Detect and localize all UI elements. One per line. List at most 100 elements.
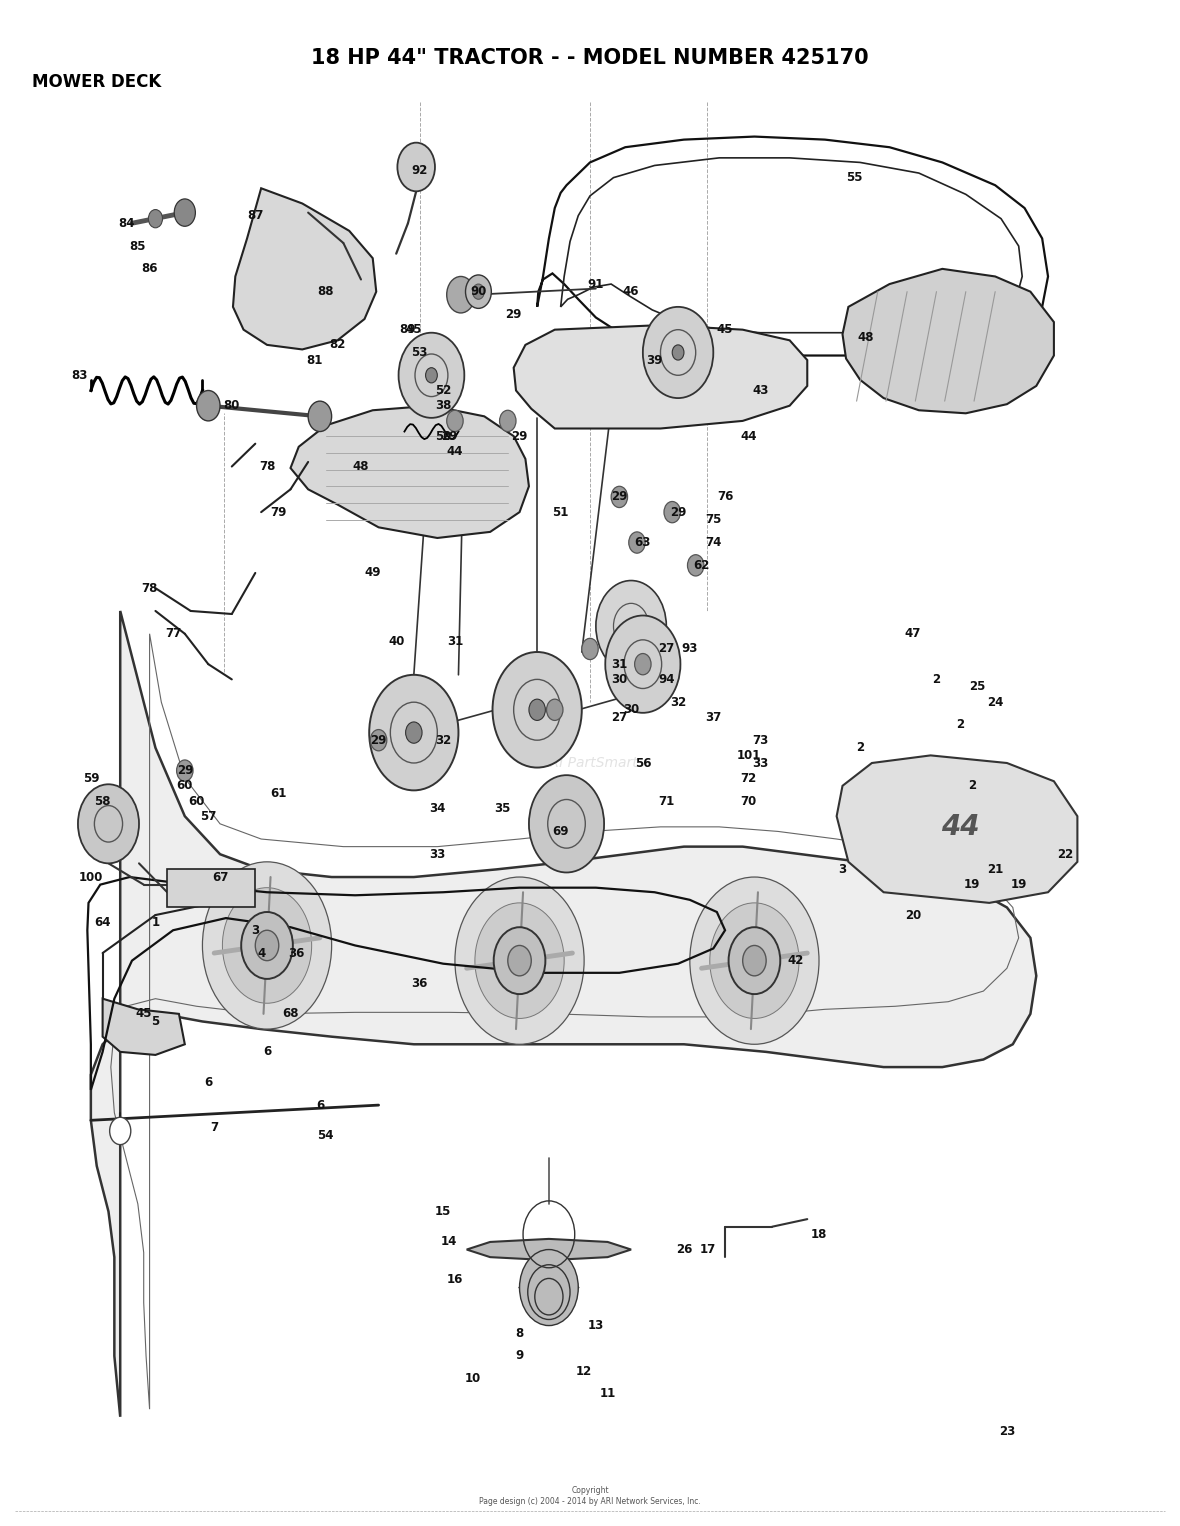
Text: 24: 24 xyxy=(986,696,1003,708)
Circle shape xyxy=(635,653,651,674)
Polygon shape xyxy=(91,610,1036,1416)
Text: 25: 25 xyxy=(970,681,985,693)
Text: 81: 81 xyxy=(306,354,322,366)
Circle shape xyxy=(241,913,293,978)
Text: 35: 35 xyxy=(493,803,510,815)
Text: 31: 31 xyxy=(611,658,628,670)
Text: 32: 32 xyxy=(670,696,687,708)
Text: 12: 12 xyxy=(576,1364,592,1378)
Text: 48: 48 xyxy=(858,331,874,343)
Text: 5: 5 xyxy=(151,1015,159,1029)
Text: 37: 37 xyxy=(706,711,721,723)
Text: 59: 59 xyxy=(83,772,99,784)
Circle shape xyxy=(636,655,650,673)
Text: 44: 44 xyxy=(940,813,979,841)
Text: 15: 15 xyxy=(435,1206,452,1218)
Text: 94: 94 xyxy=(658,673,675,685)
Text: 3: 3 xyxy=(251,923,260,937)
Circle shape xyxy=(308,401,332,432)
Text: 82: 82 xyxy=(329,339,346,351)
Text: MOWER DECK: MOWER DECK xyxy=(32,73,162,92)
Text: 64: 64 xyxy=(94,916,111,929)
Polygon shape xyxy=(513,325,807,429)
Polygon shape xyxy=(843,269,1054,414)
Text: 30: 30 xyxy=(623,703,640,716)
Text: 90: 90 xyxy=(471,285,486,298)
Circle shape xyxy=(426,368,438,383)
Text: 77: 77 xyxy=(165,627,182,641)
Text: 29: 29 xyxy=(670,505,687,519)
Text: 85: 85 xyxy=(130,240,146,252)
Text: 67: 67 xyxy=(212,870,228,884)
Text: 4: 4 xyxy=(257,946,266,960)
Text: 57: 57 xyxy=(201,810,216,823)
Circle shape xyxy=(492,652,582,768)
Circle shape xyxy=(398,142,435,191)
Text: 33: 33 xyxy=(752,757,768,769)
Text: 63: 63 xyxy=(635,536,651,549)
Text: 29: 29 xyxy=(177,765,194,777)
Text: 14: 14 xyxy=(441,1236,458,1248)
Text: 11: 11 xyxy=(599,1387,616,1401)
Text: 45: 45 xyxy=(716,324,733,336)
Text: 83: 83 xyxy=(71,369,87,382)
Polygon shape xyxy=(837,755,1077,903)
Circle shape xyxy=(519,1250,578,1326)
Text: 10: 10 xyxy=(465,1372,480,1386)
Text: 60: 60 xyxy=(177,780,194,792)
Text: 78: 78 xyxy=(258,459,275,473)
Text: 29: 29 xyxy=(505,308,522,320)
Text: 2: 2 xyxy=(932,673,940,685)
Text: 20: 20 xyxy=(905,908,922,922)
Circle shape xyxy=(546,699,563,720)
Circle shape xyxy=(371,729,387,751)
Text: 16: 16 xyxy=(447,1274,463,1286)
Text: 13: 13 xyxy=(588,1318,604,1332)
Circle shape xyxy=(629,533,645,554)
Circle shape xyxy=(710,903,799,1018)
Text: 6: 6 xyxy=(263,1045,271,1059)
Circle shape xyxy=(529,699,545,720)
Text: 72: 72 xyxy=(740,772,756,784)
Circle shape xyxy=(78,784,139,864)
Text: 29: 29 xyxy=(511,430,527,443)
Text: 91: 91 xyxy=(588,278,604,290)
Polygon shape xyxy=(168,870,255,908)
Circle shape xyxy=(507,946,531,975)
Text: ARI PartSmart: ARI PartSmart xyxy=(542,755,638,771)
Circle shape xyxy=(582,638,598,659)
Circle shape xyxy=(535,1279,563,1315)
Text: 2: 2 xyxy=(956,719,964,731)
Text: 68: 68 xyxy=(282,1007,299,1021)
Text: 19: 19 xyxy=(964,877,979,891)
Text: 31: 31 xyxy=(447,635,463,649)
Circle shape xyxy=(197,391,219,421)
Circle shape xyxy=(596,580,667,671)
Text: 78: 78 xyxy=(142,581,158,595)
Text: 69: 69 xyxy=(552,826,569,838)
Circle shape xyxy=(472,284,484,299)
Text: 54: 54 xyxy=(317,1129,334,1141)
Text: 43: 43 xyxy=(752,385,768,397)
Text: 18: 18 xyxy=(811,1228,827,1241)
Text: 70: 70 xyxy=(740,795,756,807)
Circle shape xyxy=(455,877,584,1044)
Text: 27: 27 xyxy=(611,711,628,723)
Polygon shape xyxy=(232,188,376,349)
Text: 2: 2 xyxy=(856,742,864,754)
Text: 61: 61 xyxy=(270,787,287,800)
Text: 27: 27 xyxy=(658,642,675,656)
Text: 29: 29 xyxy=(371,734,387,746)
Text: 26: 26 xyxy=(676,1244,693,1256)
Text: 39: 39 xyxy=(647,354,663,366)
Circle shape xyxy=(742,946,766,975)
Text: 76: 76 xyxy=(717,490,733,504)
Text: 23: 23 xyxy=(998,1425,1015,1439)
Text: 22: 22 xyxy=(1057,848,1074,861)
Circle shape xyxy=(688,554,704,575)
Text: 100: 100 xyxy=(79,870,103,884)
Circle shape xyxy=(474,903,564,1018)
Text: 9: 9 xyxy=(516,1349,524,1363)
Circle shape xyxy=(664,502,681,523)
Circle shape xyxy=(203,862,332,1029)
